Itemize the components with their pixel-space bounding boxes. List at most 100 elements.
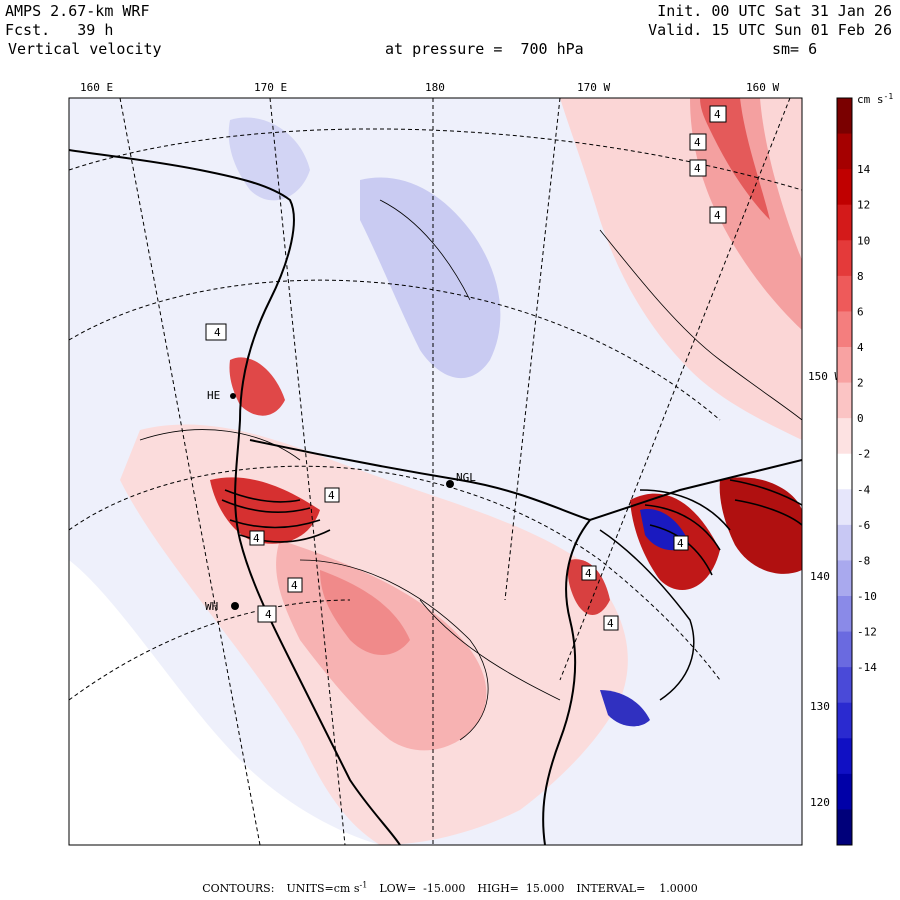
contour-box-12-label: 4 [291, 579, 298, 592]
colorbar-ticks: 14 12 10 8 6 4 2 0 -2 -4 -6 -8 -10 -12 -14 [857, 163, 877, 674]
colorbar-swatch [837, 560, 852, 597]
lon-label-180: 180 [425, 81, 445, 94]
contour-value-boxes: 4 4 4 4 4 4 4 4 4 4 4 4 [205, 105, 727, 631]
field-name: Vertical velocity [8, 40, 162, 58]
contour-box-4 [709, 206, 727, 224]
contour-box-3-label: 4 [694, 162, 701, 175]
colorbar-swatch [837, 631, 852, 668]
contour-box-10-label: 4 [607, 617, 614, 630]
parallel-2 [69, 279, 721, 421]
colorbar-tick-label: 12 [857, 199, 870, 212]
lat-label-130w: 130 W [810, 700, 843, 713]
contour-line-1 [139, 429, 301, 461]
cool-lobe-north [228, 117, 310, 201]
station-he-marker [230, 393, 236, 399]
convective-cell-2 [229, 357, 285, 416]
colorbar-swatch [837, 275, 852, 312]
ocean-area [69, 560, 380, 845]
station-ngl-label: NGL [456, 471, 476, 484]
convective-cell-6 [567, 559, 610, 615]
footer-contour-info: CONTOURS: UNITS=cm s-1 LOW= -15.000 HIGH= 1… [0, 880, 900, 895]
station-wh-marker [231, 602, 239, 610]
colorbar-tick-label: 2 [857, 377, 864, 390]
contour-box-11 [257, 605, 277, 623]
colorbar-swatch [837, 596, 852, 633]
warm-core-northeast [690, 98, 802, 330]
lat-label-140w: 140 W [810, 570, 843, 583]
contour-box-6-label: 4 [328, 489, 335, 502]
colorbar-swatch [837, 773, 852, 810]
lon-label-160w: 160 W [746, 81, 779, 94]
dense-contours-1 [221, 489, 331, 543]
contour-box-11-label: 4 [265, 608, 272, 621]
contour-box-10 [603, 615, 619, 631]
colorbar-swatch [837, 311, 852, 348]
map-frame [68, 97, 803, 846]
parallel-1 [69, 128, 802, 191]
colorbar-tick-label: 6 [857, 305, 864, 318]
colorbar-swatch [837, 453, 852, 490]
colorbar-swatch [837, 169, 852, 206]
lon-label-170w: 170 W [577, 81, 610, 94]
map-field [69, 98, 802, 845]
colorbar-swatch [837, 382, 852, 419]
station-ngl-marker [446, 480, 454, 488]
coastline-east [599, 529, 695, 701]
colorbar-swatch [837, 667, 852, 704]
meridian-160w [559, 98, 791, 681]
contour-box-9-label: 4 [585, 567, 592, 580]
contour-line-3 [599, 229, 802, 421]
valid-time: Valid. 15 UTC Sun 01 Feb 26 [648, 21, 892, 39]
pressure-level: at pressure = 700 hPa [385, 40, 584, 58]
station-wh-label: WH [205, 600, 218, 613]
colorbar-tick-label: -10 [857, 590, 877, 603]
colorbar-swatch [837, 98, 852, 135]
contour-box-2 [689, 133, 707, 151]
parallel-3 [69, 465, 721, 681]
colorbar-units: cm s-1 [857, 92, 893, 106]
colorbar-swatch [837, 418, 852, 455]
colorbar-tick-label: -8 [857, 554, 870, 567]
grounding-line [542, 519, 591, 845]
lon-label-170e: 170 E [254, 81, 287, 94]
forecast-hour: Fcst. 39 h [5, 21, 114, 39]
colorbar-tick-label: -2 [857, 448, 870, 461]
contour-box-1 [709, 105, 727, 123]
contour-line-2 [299, 559, 489, 741]
footer-units: UNITS=cm s-1 [286, 880, 368, 895]
contour-box-7-label: 4 [253, 532, 260, 545]
footer-low: LOW= -15.000 [379, 881, 466, 895]
coastline-west [69, 149, 401, 845]
colorbar-tick-label: 14 [857, 163, 871, 176]
lon-label-160e: 160 E [80, 81, 113, 94]
warm-max-south [320, 570, 410, 655]
colorbar-swatch [837, 347, 852, 384]
contour-line-4 [419, 599, 561, 701]
station-he-label: HE [207, 389, 220, 402]
footer-interval: INTERVAL= 1.0000 [576, 881, 698, 895]
colorbar-tick-label: 0 [857, 412, 864, 425]
model-title: AMPS 2.67-km WRF [5, 2, 150, 20]
smoothing-value: sm= 6 [772, 40, 818, 58]
contour-box-5-label: 4 [214, 326, 221, 339]
warm-max-northeast [700, 98, 770, 220]
contour-box-8-label: 4 [677, 537, 684, 550]
contour-box-3 [689, 159, 707, 177]
footer-high: HIGH= 15.000 [477, 881, 565, 895]
cool-lobe-central [360, 177, 501, 379]
colorbar-swatch [837, 133, 852, 170]
colorbar [836, 97, 853, 846]
meridian-170e [119, 98, 261, 845]
colorbar-swatch [837, 204, 852, 241]
colorbar-tick-label: 4 [857, 341, 864, 354]
dense-contours-3 [729, 479, 802, 526]
contour-box-5 [205, 323, 227, 341]
contour-box-7 [249, 530, 265, 546]
colorbar-swatch [837, 489, 852, 526]
convective-cell-7 [600, 690, 650, 727]
footer-contours: CONTOURS: [202, 881, 275, 895]
contour-box-2-label: 4 [694, 136, 701, 149]
colorbar-swatch [837, 738, 852, 775]
colorbar-swatch [837, 809, 852, 846]
